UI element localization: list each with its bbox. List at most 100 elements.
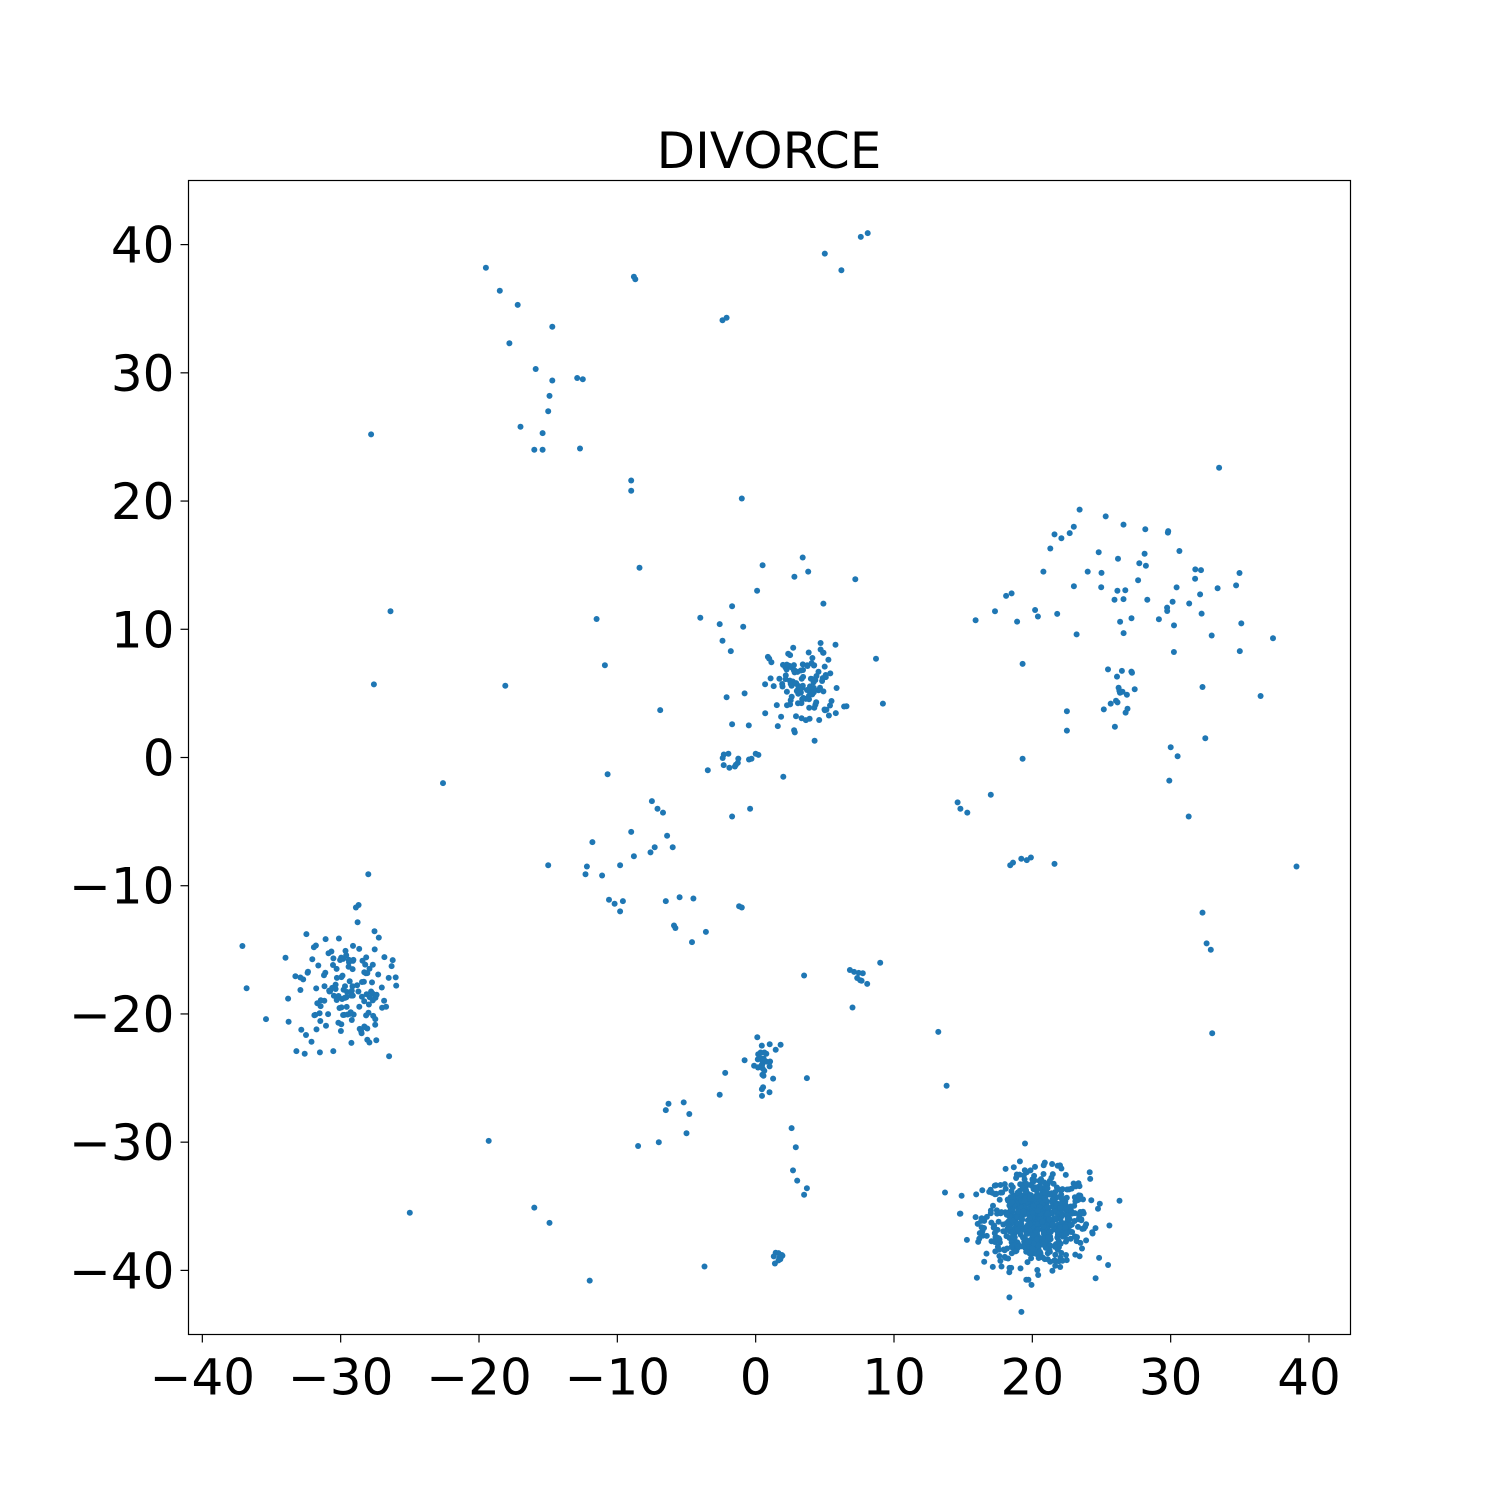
scatter-point: [1020, 1234, 1026, 1241]
scatter-point: [1058, 1165, 1065, 1172]
scatter-point: [1169, 598, 1176, 605]
scatter-point: [359, 979, 365, 985]
scatter-point: [388, 963, 395, 970]
scatter-point: [800, 694, 807, 701]
y-tick-label: −40: [69, 1242, 175, 1300]
scatter-point: [344, 989, 351, 995]
scatter-point: [325, 1011, 332, 1018]
scatter-point: [1214, 585, 1221, 592]
scatter-point: [810, 689, 817, 696]
scatter-point: [716, 621, 723, 628]
scatter-point: [1001, 1253, 1008, 1260]
scatter-point: [322, 936, 329, 943]
scatter-point: [813, 699, 820, 706]
scatter-point: [780, 773, 787, 780]
scatter-point: [801, 1191, 808, 1198]
scatter-point: [1023, 1231, 1030, 1237]
scatter-point: [545, 862, 552, 869]
scatter-point: [838, 267, 845, 274]
scatter-point: [809, 655, 816, 661]
scatter-point: [993, 1207, 1000, 1214]
scatter-point: [1063, 1194, 1070, 1201]
scatter-point: [758, 1086, 765, 1093]
scatter-point: [983, 1213, 990, 1220]
scatter-point: [263, 1016, 269, 1023]
scatter-point: [864, 230, 871, 237]
scatter-point: [1080, 1210, 1087, 1217]
scatter-point: [348, 1017, 355, 1023]
scatter-point: [720, 762, 727, 769]
scatter-point: [1073, 1238, 1080, 1245]
scatter-point: [1051, 860, 1058, 867]
scatter-point: [817, 684, 823, 691]
scatter-point: [975, 1238, 982, 1245]
x-tick-label: 40: [1277, 1349, 1341, 1407]
scatter-point: [330, 1048, 337, 1055]
scatter-point: [1142, 526, 1149, 533]
scatter-point: [770, 683, 777, 690]
scatter-point: [1102, 513, 1109, 520]
scatter-point: [762, 681, 769, 688]
scatter-point: [1070, 583, 1077, 590]
scatter-point: [849, 1004, 856, 1011]
x-axis: −40 −30 −20 −10 0 10 20 30 40: [150, 1334, 1341, 1407]
scatter-point: [1185, 813, 1192, 820]
scatter-point: [1044, 1256, 1051, 1263]
scatter-point: [747, 805, 754, 812]
scatter-point: [285, 1018, 292, 1025]
scatter-point: [664, 832, 671, 839]
scatter-point: [1026, 1214, 1033, 1221]
scatter-point: [373, 991, 380, 998]
scatter-point: [797, 689, 804, 696]
scatter-point: [317, 1018, 324, 1024]
scatter-point: [798, 715, 805, 722]
scatter-point: [759, 562, 766, 569]
scatter-point: [1115, 684, 1122, 691]
scatter-point: [1048, 1174, 1055, 1181]
scatter-point: [368, 431, 375, 438]
scatter-point: [342, 947, 349, 954]
scatter-point: [337, 957, 344, 963]
scatter-point: [1098, 584, 1105, 591]
scatter-point: [998, 1209, 1005, 1216]
scatter-point: [991, 1222, 998, 1229]
scatter-point: [364, 1036, 371, 1043]
scatter-point: [1165, 528, 1172, 535]
scatter-point: [593, 616, 600, 622]
scatter-point: [1072, 1198, 1079, 1205]
scatter-point: [759, 1071, 766, 1078]
scatter-point: [1083, 1237, 1090, 1244]
points-layer: [239, 230, 1300, 1315]
scatter-point: [1105, 1262, 1112, 1268]
scatter-point: [690, 895, 697, 902]
scatter-point: [1015, 1208, 1022, 1215]
scatter-point: [766, 1089, 773, 1096]
scatter-point: [1075, 1192, 1082, 1199]
scatter-point: [821, 663, 828, 670]
scatter-point: [323, 1022, 329, 1029]
x-tick-label: 0: [740, 1349, 772, 1407]
scatter-point: [1052, 1215, 1059, 1222]
scatter-point: [778, 713, 785, 720]
scatter-point: [855, 969, 862, 976]
scatter-point: [1057, 1264, 1064, 1270]
y-tick-label: −30: [69, 1114, 175, 1172]
scatter-point: [309, 956, 316, 963]
scatter-point: [820, 600, 827, 607]
scatter-point: [978, 1215, 985, 1222]
scatter-point: [1058, 1186, 1065, 1193]
scatter-point: [1028, 1281, 1035, 1288]
scatter-point: [1238, 620, 1245, 627]
scatter-point: [783, 666, 790, 673]
scatter-point: [1057, 1224, 1064, 1231]
y-tick-label: 0: [143, 730, 175, 788]
scatter-point: [683, 1130, 690, 1137]
scatter-point: [1198, 567, 1204, 574]
scatter-point: [790, 1167, 796, 1174]
scatter-point: [1010, 1164, 1017, 1171]
scatter-point: [549, 377, 556, 384]
scatter-point: [330, 955, 337, 962]
scatter-point: [386, 1053, 393, 1060]
scatter-point: [344, 1011, 351, 1018]
scatter-point: [1057, 1205, 1064, 1211]
